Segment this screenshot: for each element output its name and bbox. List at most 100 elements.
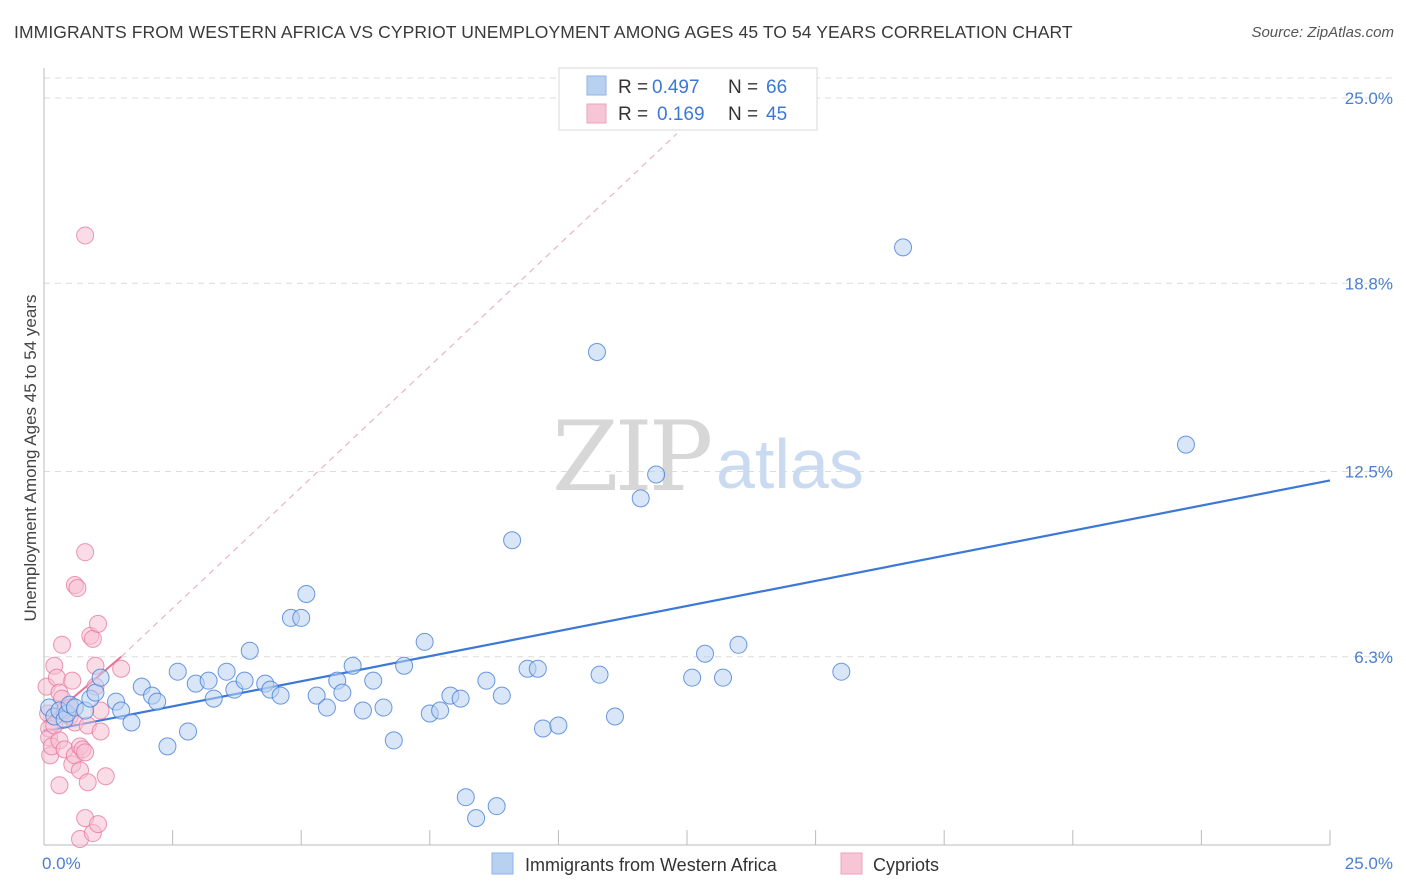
data-point-western-africa <box>487 797 506 816</box>
data-point-western-africa <box>217 662 236 681</box>
data-point-western-africa <box>86 683 105 702</box>
bottom-legend-swatch-pink <box>840 852 863 875</box>
data-point-western-africa <box>317 698 336 717</box>
data-point-western-africa <box>590 665 609 684</box>
legend-n-value-1: 66 <box>766 77 787 98</box>
data-point-cypriots <box>89 815 108 834</box>
stats-legend: R = 0.497 N = 66 R = 0.169 N = 45 <box>558 67 818 131</box>
data-point-western-africa <box>549 716 568 735</box>
grid-lines <box>44 77 1392 658</box>
data-point-western-africa <box>431 701 450 720</box>
data-point-western-africa <box>158 737 177 756</box>
data-point-western-africa <box>292 608 311 627</box>
data-point-western-africa <box>492 686 511 705</box>
data-point-western-africa <box>235 671 254 690</box>
data-point-western-africa <box>353 701 372 720</box>
data-point-western-africa <box>168 662 187 681</box>
data-point-western-africa <box>456 788 475 807</box>
data-point-cypriots <box>76 226 95 245</box>
data-point-western-africa <box>415 632 434 651</box>
y-tick-label: 6.3% <box>1354 648 1393 667</box>
data-point-western-africa <box>179 722 198 741</box>
series-legend: Immigrants from Western Africa Cypriots <box>491 852 939 875</box>
x-tick-labels: 0.0% 25.0% <box>42 854 1393 873</box>
data-point-western-africa <box>605 707 624 726</box>
data-point-western-africa <box>503 531 522 550</box>
data-point-western-africa <box>112 701 131 720</box>
legend-r-label-1: R = <box>618 77 648 98</box>
data-point-western-africa <box>533 719 552 738</box>
y-tick-label: 25.0% <box>1345 89 1393 108</box>
bottom-legend-label-pink: Cypriots <box>873 855 939 875</box>
data-point-cypriots <box>89 614 108 633</box>
data-point-western-africa <box>91 668 110 687</box>
data-point-cypriots <box>76 543 95 562</box>
data-point-cypriots <box>96 767 115 786</box>
watermark: ZIP atlas <box>552 401 864 513</box>
watermark-atlas: atlas <box>716 425 864 503</box>
data-point-western-africa <box>451 689 470 708</box>
data-point-western-africa <box>122 713 141 732</box>
data-point-cypriots <box>91 722 110 741</box>
data-point-western-africa <box>364 671 383 690</box>
data-point-cypriots <box>47 668 66 687</box>
legend-n-label-2: N = <box>728 104 758 125</box>
y-tick-label: 12.5% <box>1345 463 1393 482</box>
data-point-cypriots <box>53 635 72 654</box>
data-point-western-africa <box>647 465 666 484</box>
data-point-western-africa <box>374 698 393 717</box>
data-point-western-africa <box>528 659 547 678</box>
legend-swatch-pink <box>586 103 607 124</box>
data-point-western-africa <box>384 731 403 750</box>
data-point-western-africa <box>271 686 290 705</box>
data-point-western-africa <box>587 342 606 361</box>
data-point-western-africa <box>729 635 748 654</box>
data-point-western-africa <box>333 683 352 702</box>
x-tick-label: 0.0% <box>42 854 81 873</box>
legend-r-value-1: 0.497 <box>652 77 700 98</box>
data-point-cypriots <box>76 743 95 762</box>
data-point-cypriots <box>83 629 102 648</box>
data-point-western-africa <box>477 671 496 690</box>
data-point-cypriots <box>50 776 69 795</box>
bottom-legend-label-blue: Immigrants from Western Africa <box>525 855 778 875</box>
data-point-cypriots <box>78 773 97 792</box>
data-point-western-africa <box>683 668 702 687</box>
y-tick-label: 18.8% <box>1345 274 1393 293</box>
data-point-western-africa <box>631 489 650 508</box>
data-point-western-africa <box>148 692 167 711</box>
data-point-western-africa <box>467 809 486 828</box>
data-point-western-africa <box>1176 435 1195 454</box>
watermark-zip: ZIP <box>552 401 711 513</box>
data-point-cypriots <box>63 671 82 690</box>
trend-line-cypriots-extended <box>120 133 678 658</box>
legend-r-value-2: 0.169 <box>657 104 705 125</box>
source-label: Source: ZipAtlas.com <box>1251 24 1394 41</box>
data-point-western-africa <box>696 644 715 663</box>
trend-line-western-africa <box>43 479 1331 733</box>
data-point-western-africa <box>714 668 733 687</box>
legend-n-value-2: 45 <box>766 104 787 125</box>
y-axis-title: Unemployment Among Ages 45 to 54 years <box>21 295 40 622</box>
data-point-western-africa <box>395 656 414 675</box>
data-point-western-africa <box>307 686 326 705</box>
legend-swatch-blue <box>586 75 607 96</box>
data-point-western-africa <box>343 656 362 675</box>
y-tick-labels: 6.3% 12.5% 18.8% 25.0% <box>1345 89 1393 667</box>
data-point-western-africa <box>832 662 851 681</box>
data-point-western-africa <box>894 238 913 257</box>
x-tick-label: 25.0% <box>1345 854 1393 873</box>
data-point-western-africa <box>199 671 218 690</box>
bottom-legend-swatch-blue <box>491 852 514 875</box>
series-cypriots <box>37 226 131 849</box>
data-point-cypriots <box>68 579 87 598</box>
chart-title: IMMIGRANTS FROM WESTERN AFRICA VS CYPRIO… <box>14 22 1073 42</box>
data-point-western-africa <box>297 585 316 604</box>
series-western-africa <box>40 238 1195 828</box>
data-point-western-africa <box>240 641 259 660</box>
data-point-cypriots <box>112 659 131 678</box>
legend-n-label-1: N = <box>728 77 758 98</box>
data-point-western-africa <box>204 689 223 708</box>
legend-r-label-2: R = <box>618 104 648 125</box>
